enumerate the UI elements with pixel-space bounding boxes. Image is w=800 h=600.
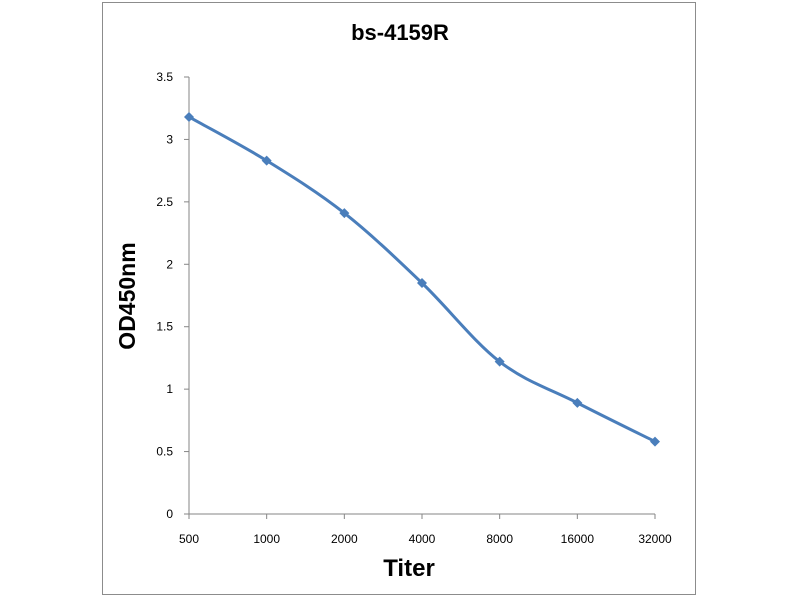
data-point [184,111,194,122]
data-point [417,278,427,289]
x-tick-label: 32000 [638,532,672,546]
y-tick-label: 2 [166,257,173,271]
y-axis-label: OD450nm [114,242,140,349]
data-point [261,155,272,166]
y-tick-label: 0 [166,507,173,521]
x-tick-label: 4000 [409,532,436,546]
axes [184,76,656,519]
series-group [184,111,660,447]
y-tick-label: 3 [166,132,173,146]
y-tick-label: 1 [166,382,173,396]
x-tick-labels: 500 1000 2000 4000 8000 16000 32000 [179,532,672,546]
x-tick-label: 2000 [331,532,358,546]
y-tick-label: 0.5 [156,445,173,459]
data-point [339,208,350,219]
y-tick-label: 2.5 [156,195,173,209]
x-tick-label: 8000 [486,532,513,546]
x-axis-label: Titer [383,555,435,582]
data-point [494,356,505,367]
x-tick-label: 500 [179,532,199,546]
chart-title: bs-4159R [351,20,449,45]
data-point [572,397,583,408]
y-tick-label: 1.5 [156,320,173,334]
x-tick-label: 1000 [253,532,280,546]
data-point [650,436,660,447]
y-tick-labels: 0 0.5 1 1.5 2 2.5 3 3.5 [156,70,173,521]
y-tick-label: 3.5 [156,70,173,84]
x-tick-label: 16000 [561,532,595,546]
chart-frame [102,2,696,595]
